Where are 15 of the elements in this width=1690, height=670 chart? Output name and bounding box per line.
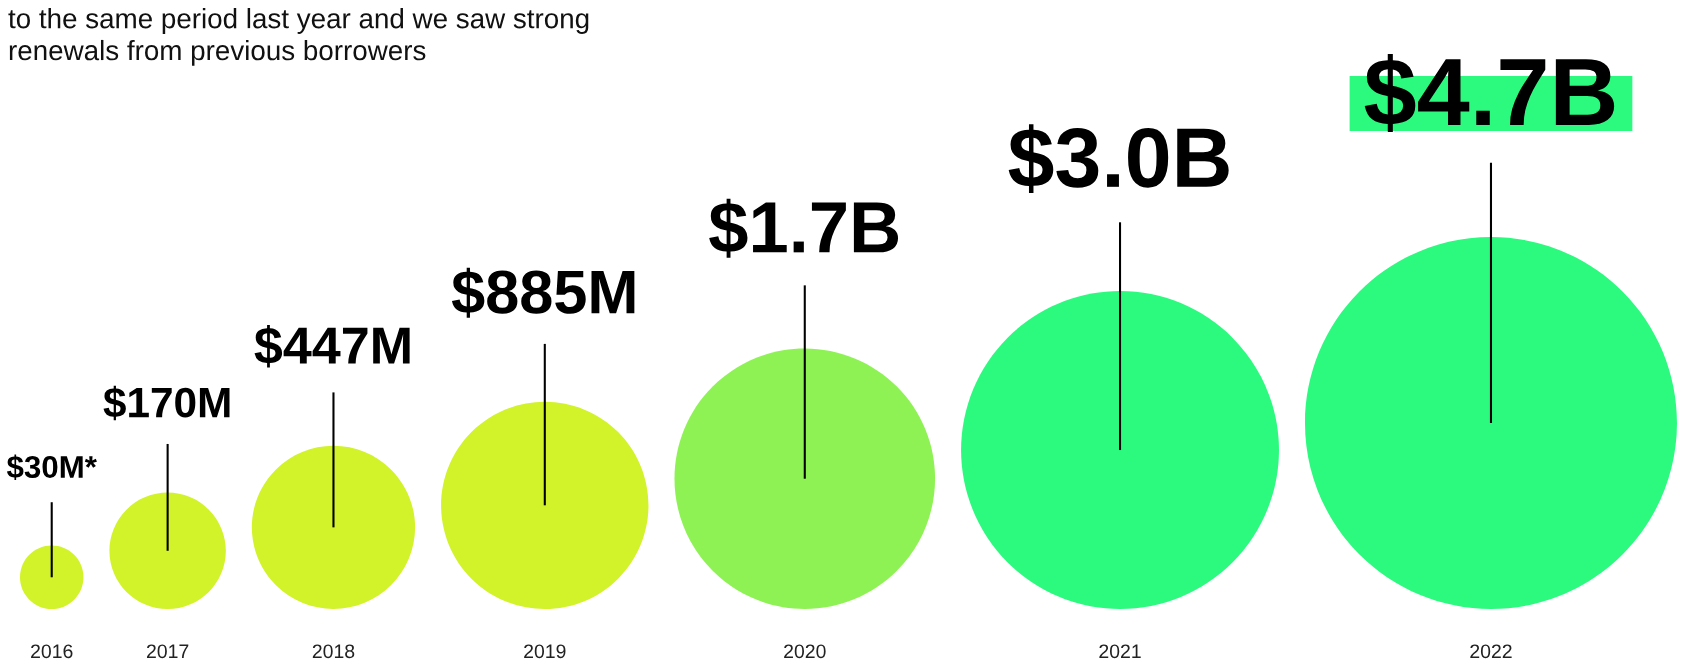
category-label: 2016: [31, 644, 73, 659]
data-label: $885M: [451, 267, 635, 318]
data-label: $447M: [254, 324, 410, 368]
data-label: $30M*: [6, 454, 97, 481]
category-label: 2021: [1099, 644, 1141, 659]
category-label: 2019: [524, 644, 566, 659]
category-label: 2018: [312, 644, 355, 659]
data-label: $1.7B: [709, 198, 899, 258]
category-label: 2022: [1470, 644, 1512, 659]
data-label: $4.7B: [1364, 54, 1615, 133]
category-label: 2020: [784, 644, 826, 659]
data-label: $170M: [103, 385, 230, 421]
data-label: $3.0B: [1008, 124, 1229, 194]
category-label: 2017: [146, 644, 189, 659]
text: to the same period last year and we saw strong renewals from previous borrowers: [8, 8, 589, 66]
